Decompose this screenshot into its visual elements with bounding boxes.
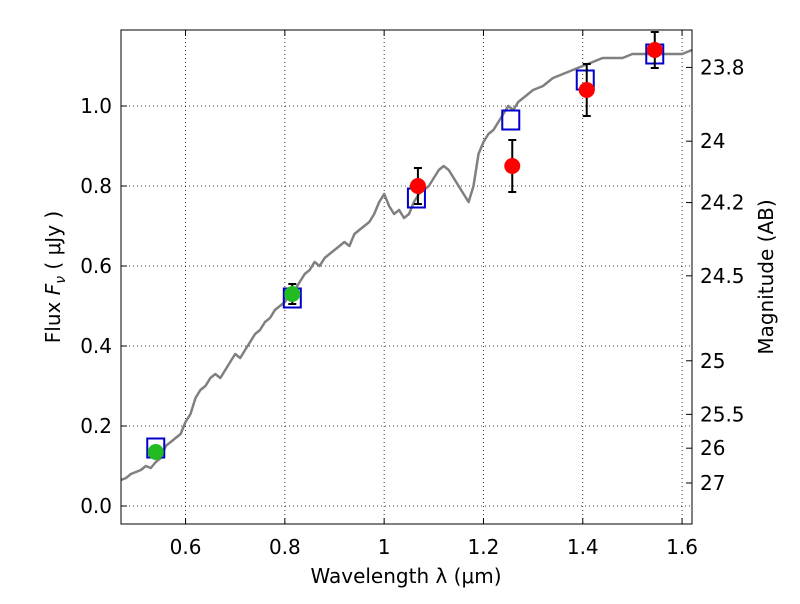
x-tick-label: 1.4 [567,535,599,559]
axis-ticks: 0.6 0.8 1 1.2 1.4 1.6 0.0 0.2 0.4 0.6 0.8 1.0 23.8 24… [80,30,745,559]
plot-frame [120,29,693,525]
y-tick-label: 0.8 [80,174,112,198]
y-tick-label: 0.2 [80,414,112,438]
magnitude-tick-label: 26 [700,436,725,460]
y-tick-label: 0.6 [80,254,112,278]
x-tick-label: 0.6 [170,535,202,559]
magnitude-tick-label: 25 [700,349,725,373]
observed-photometry-point [284,286,301,302]
y-axis-title-suffix: ( μJy ) [41,211,65,276]
magnitude-tick-label: 25.5 [700,402,745,426]
magnitude-tick-label: 24 [700,129,725,153]
x-tick-label: 1.6 [666,535,698,559]
y-tick-label: 0.0 [80,494,112,518]
observed-photometry-point [578,82,595,98]
magnitude-tick-label: 27 [700,471,725,495]
gridlines [121,30,692,524]
magnitude-axis-title: Magnitude (AB) [754,199,778,354]
y-axis-title-subscript: ν [53,276,69,284]
observed-photometry-point [147,444,164,460]
y-tick-label: 1.0 [80,94,112,118]
y-tick-label: 0.4 [80,334,112,358]
y-axis-title: Flux Fν ( μJy ) [41,211,69,343]
x-tick-label: 0.8 [269,535,301,559]
y-axis-title-symbol: F [41,283,65,295]
magnitude-tick-label: 23.8 [700,55,745,79]
magnitude-tick-label: 24.5 [700,264,745,288]
x-axis-title: Wavelength λ (μm) [310,564,501,588]
x-tick-label: 1 [378,535,391,559]
magnitude-tick-label: 24.2 [700,191,745,215]
model-spectrum-line [120,48,693,482]
data-series [120,31,693,482]
x-tick-label: 1.2 [468,535,500,559]
model-photometry-square [501,109,521,131]
y-axis-title-prefix: Flux [41,295,65,343]
observed-photometry-point [646,42,663,58]
observed-photometry-point [409,178,426,194]
observed-photometry-point [504,158,521,174]
